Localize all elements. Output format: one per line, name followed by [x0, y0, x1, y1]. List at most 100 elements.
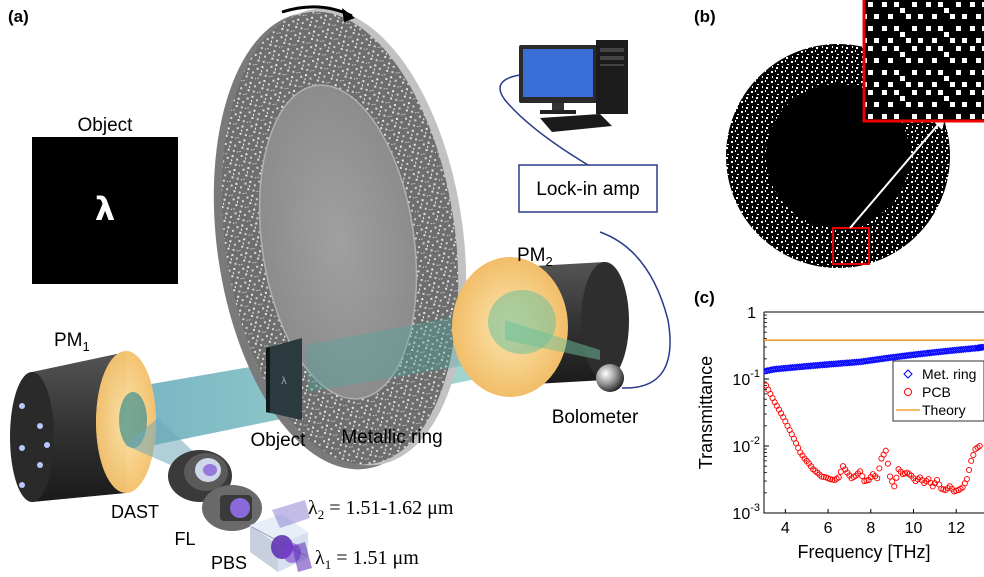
series-met-ring: [764, 343, 984, 376]
met-ring-point: [927, 349, 935, 357]
met-ring-point: [778, 364, 786, 373]
met-ring-point: [838, 359, 846, 367]
met-ring-point: [771, 365, 779, 373]
met-ring-point: [888, 353, 896, 362]
x-tick-label: 12: [947, 520, 965, 537]
y-tick-label: 10-3: [732, 502, 760, 523]
met-ring-point: [902, 351, 911, 360]
met-ring-point: [833, 360, 841, 368]
pcb-point: [882, 447, 889, 454]
parabolic-mirror-2: [452, 257, 629, 397]
met-ring-point: [934, 348, 943, 356]
series-pcb: [764, 382, 983, 495]
met-ring-point: [803, 362, 811, 370]
met-ring-point: [884, 354, 893, 362]
met-ring-point: [854, 358, 862, 366]
met-ring-point: [950, 346, 959, 354]
x-axis-label: Frequency [THz]: [797, 542, 930, 562]
met-ring-point: [929, 348, 937, 357]
zoom-inset-frame: [862, 0, 984, 123]
svg-text:λ: λ: [281, 376, 287, 387]
pm2-label: PM2: [517, 245, 553, 269]
pcb-point: [976, 442, 983, 450]
met-ring-point: [792, 363, 800, 371]
met-ring-point: [795, 363, 804, 371]
panel-b-label: (b): [694, 7, 716, 26]
met-ring-point: [811, 361, 820, 370]
bolometer-label: Bolometer: [552, 407, 639, 428]
met-ring-point: [976, 344, 984, 352]
met-ring-point: [963, 345, 971, 353]
x-tick-label: 4: [781, 520, 790, 537]
y-tick-label: 10-2: [732, 435, 760, 456]
met-ring-point: [979, 343, 984, 351]
met-ring-point: [904, 351, 912, 360]
panel-c-label: (c): [694, 288, 715, 307]
met-ring-point: [788, 363, 797, 372]
met-ring-point: [908, 351, 916, 359]
met-ring-point: [890, 353, 898, 361]
met-ring-point: [965, 345, 973, 353]
pcb-point: [893, 474, 900, 481]
met-ring-point: [968, 344, 976, 353]
pcb-point: [965, 466, 973, 474]
met-ring-point: [959, 345, 967, 354]
pcb-point: [859, 473, 866, 480]
met-ring-point: [941, 347, 950, 355]
met-ring-point: [920, 349, 928, 358]
lambda2-label: λ2 = 1.51-1.62 μm: [308, 497, 454, 522]
met-ring-point: [790, 363, 798, 372]
object-inset-lambda: λ: [95, 190, 115, 228]
met-ring-point: [957, 345, 966, 354]
legend-label: PCB: [922, 384, 951, 400]
met-ring-point: [911, 350, 919, 359]
met-ring-point: [831, 360, 839, 368]
met-ring-point: [826, 360, 834, 368]
met-ring-point: [916, 350, 925, 358]
met-ring-point: [813, 361, 822, 369]
pcb-point: [889, 478, 896, 485]
met-ring-point: [806, 362, 814, 370]
pcb-point: [818, 473, 825, 480]
met-ring-point: [822, 360, 830, 369]
x-tick-label: 8: [866, 520, 875, 537]
cable-lockin-computer: [499, 74, 589, 166]
pcb-point: [857, 468, 864, 475]
met-ring-point: [899, 352, 907, 360]
met-ring-point: [893, 353, 902, 361]
met-ring-point: [852, 358, 861, 366]
cable-bolometer-lockin: [599, 231, 671, 389]
met-ring-point: [925, 349, 934, 357]
plot-area: [764, 339, 984, 495]
met-ring-point: [851, 358, 859, 366]
legend-circle-icon: [904, 388, 912, 396]
met-ring-point: [924, 349, 932, 357]
met-ring-point: [849, 358, 857, 367]
transmittance-chart: 4 6 8 10 12 1 10-1 10-2 10-3 Frequency [THz] Trans…: [696, 305, 984, 562]
met-ring-point: [835, 359, 843, 368]
object-label: Object: [251, 430, 307, 451]
met-ring-point: [961, 345, 969, 353]
met-ring-point: [815, 361, 823, 369]
lambda1-label: λ1 = 1.51 μm: [315, 547, 419, 572]
met-ring-point: [828, 360, 836, 368]
zoom-arrow: [849, 119, 943, 229]
met-ring-point: [781, 364, 789, 372]
pcb-point: [874, 475, 881, 482]
rotation-arrowhead-icon: [342, 8, 355, 22]
bolometer-ball: [596, 364, 624, 392]
met-ring-point: [900, 352, 909, 360]
pbs-label: PBS: [211, 553, 247, 573]
beam-through-ring: [305, 315, 468, 392]
met-ring-point: [787, 364, 795, 372]
met-ring-point: [817, 361, 825, 369]
met-ring-point: [886, 354, 895, 362]
met-ring-point: [820, 361, 829, 369]
met-ring-point: [952, 346, 960, 354]
met-ring-point: [824, 360, 832, 369]
lambda1-beam: [292, 542, 312, 572]
lambda2-beam: [272, 500, 310, 528]
dast-label: DAST: [111, 502, 159, 522]
met-ring-point: [776, 365, 784, 373]
pcb-point: [891, 483, 898, 490]
